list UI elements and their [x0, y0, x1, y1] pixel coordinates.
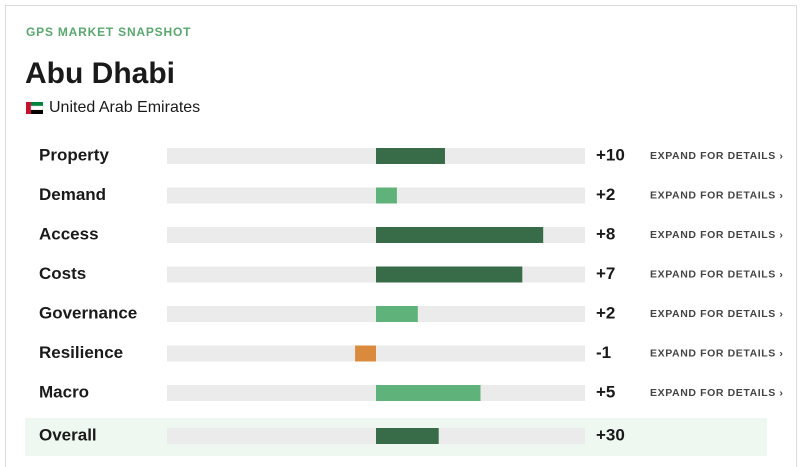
row-label: Access: [39, 224, 99, 243]
score: -1: [596, 343, 611, 362]
score: +2: [596, 185, 615, 204]
bar: [376, 306, 418, 322]
expand-link[interactable]: EXPAND FOR DETAILS ›: [650, 308, 784, 320]
bar: [376, 148, 445, 164]
expand-link[interactable]: EXPAND FOR DETAILS ›: [650, 150, 784, 162]
row-label: Governance: [39, 303, 137, 322]
expand-link[interactable]: EXPAND FOR DETAILS ›: [650, 347, 784, 359]
row-label: Resilience: [39, 343, 123, 362]
score: +30: [596, 425, 625, 444]
bar: [376, 266, 523, 283]
row-label: Demand: [39, 185, 106, 204]
expand-link[interactable]: EXPAND FOR DETAILS ›: [650, 189, 784, 201]
city-title: Abu Dhabi: [25, 57, 175, 90]
bar: [376, 428, 439, 444]
bar: [376, 227, 544, 243]
score: +2: [596, 303, 615, 322]
score: +8: [596, 224, 615, 243]
row-label: Overall: [39, 425, 97, 444]
score: +10: [596, 145, 625, 164]
flag: [26, 102, 44, 114]
expand-link[interactable]: EXPAND FOR DETAILS ›: [650, 268, 784, 280]
row-label: Costs: [39, 264, 86, 283]
row-label: Property: [39, 145, 109, 164]
expand-link[interactable]: EXPAND FOR DETAILS ›: [650, 229, 784, 241]
expand-link[interactable]: EXPAND FOR DETAILS ›: [650, 387, 784, 399]
row-label: Macro: [39, 382, 89, 401]
bar: [355, 345, 376, 362]
score: +5: [596, 382, 615, 401]
country: United Arab Emirates: [49, 99, 200, 116]
bar: [376, 187, 397, 204]
eyebrow: GPS MARKET SNAPSHOT: [26, 25, 191, 39]
score: +7: [596, 264, 615, 283]
bar: [376, 385, 481, 401]
